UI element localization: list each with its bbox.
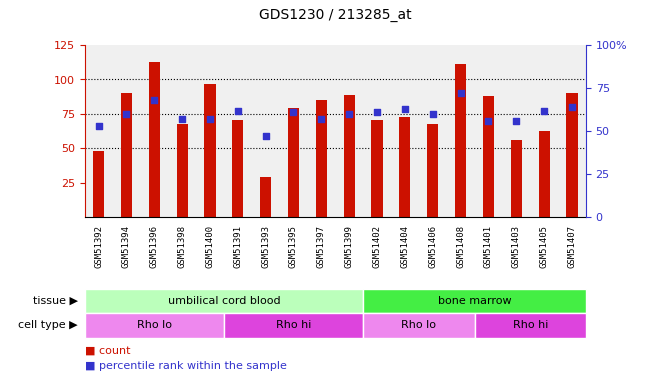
Point (567, 104, 577, 110)
Text: ■ count: ■ count (85, 346, 130, 355)
Bar (260, 177, 271, 218)
Bar (399, 117, 411, 218)
Point (121, 111, 132, 117)
Bar (483, 96, 494, 218)
Text: cell type ▶: cell type ▶ (18, 320, 78, 330)
Point (260, 134, 271, 140)
Point (400, 106, 410, 112)
Text: GDS1230 / 213285_at: GDS1230 / 213285_at (259, 9, 411, 22)
Point (149, 97, 159, 103)
Text: Rho lo: Rho lo (137, 320, 172, 330)
Bar (288, 108, 299, 217)
Point (232, 108, 243, 114)
Bar (232, 120, 243, 218)
Point (483, 118, 493, 124)
Text: Rho hi: Rho hi (276, 320, 311, 330)
Text: Rho hi: Rho hi (512, 320, 548, 330)
Point (204, 116, 215, 122)
Point (511, 118, 521, 124)
Bar (85, 313, 224, 338)
Point (539, 108, 549, 114)
Point (288, 109, 299, 115)
Bar (475, 313, 586, 338)
Point (456, 90, 466, 96)
Point (344, 111, 354, 117)
Bar (316, 100, 327, 218)
Point (177, 116, 187, 122)
Bar (176, 124, 187, 218)
Bar (510, 140, 522, 218)
Bar (372, 120, 383, 218)
Bar (363, 313, 475, 338)
Bar (85, 289, 363, 313)
Bar (566, 93, 577, 218)
Bar (204, 84, 215, 218)
Bar (455, 64, 466, 218)
Bar (121, 93, 132, 218)
Bar (224, 313, 363, 338)
Point (428, 111, 438, 117)
Text: ■ percentile rank within the sample: ■ percentile rank within the sample (85, 361, 286, 370)
Text: umbilical cord blood: umbilical cord blood (167, 296, 280, 306)
Text: tissue ▶: tissue ▶ (33, 296, 78, 306)
Text: Rho lo: Rho lo (401, 320, 436, 330)
Point (93, 123, 104, 129)
Point (316, 116, 327, 122)
Bar (344, 94, 355, 218)
Point (372, 109, 382, 115)
Text: bone marrow: bone marrow (437, 296, 511, 306)
Bar (427, 124, 438, 218)
Bar (148, 62, 160, 217)
Bar (538, 130, 549, 218)
Bar (93, 151, 104, 217)
Bar (363, 289, 586, 313)
